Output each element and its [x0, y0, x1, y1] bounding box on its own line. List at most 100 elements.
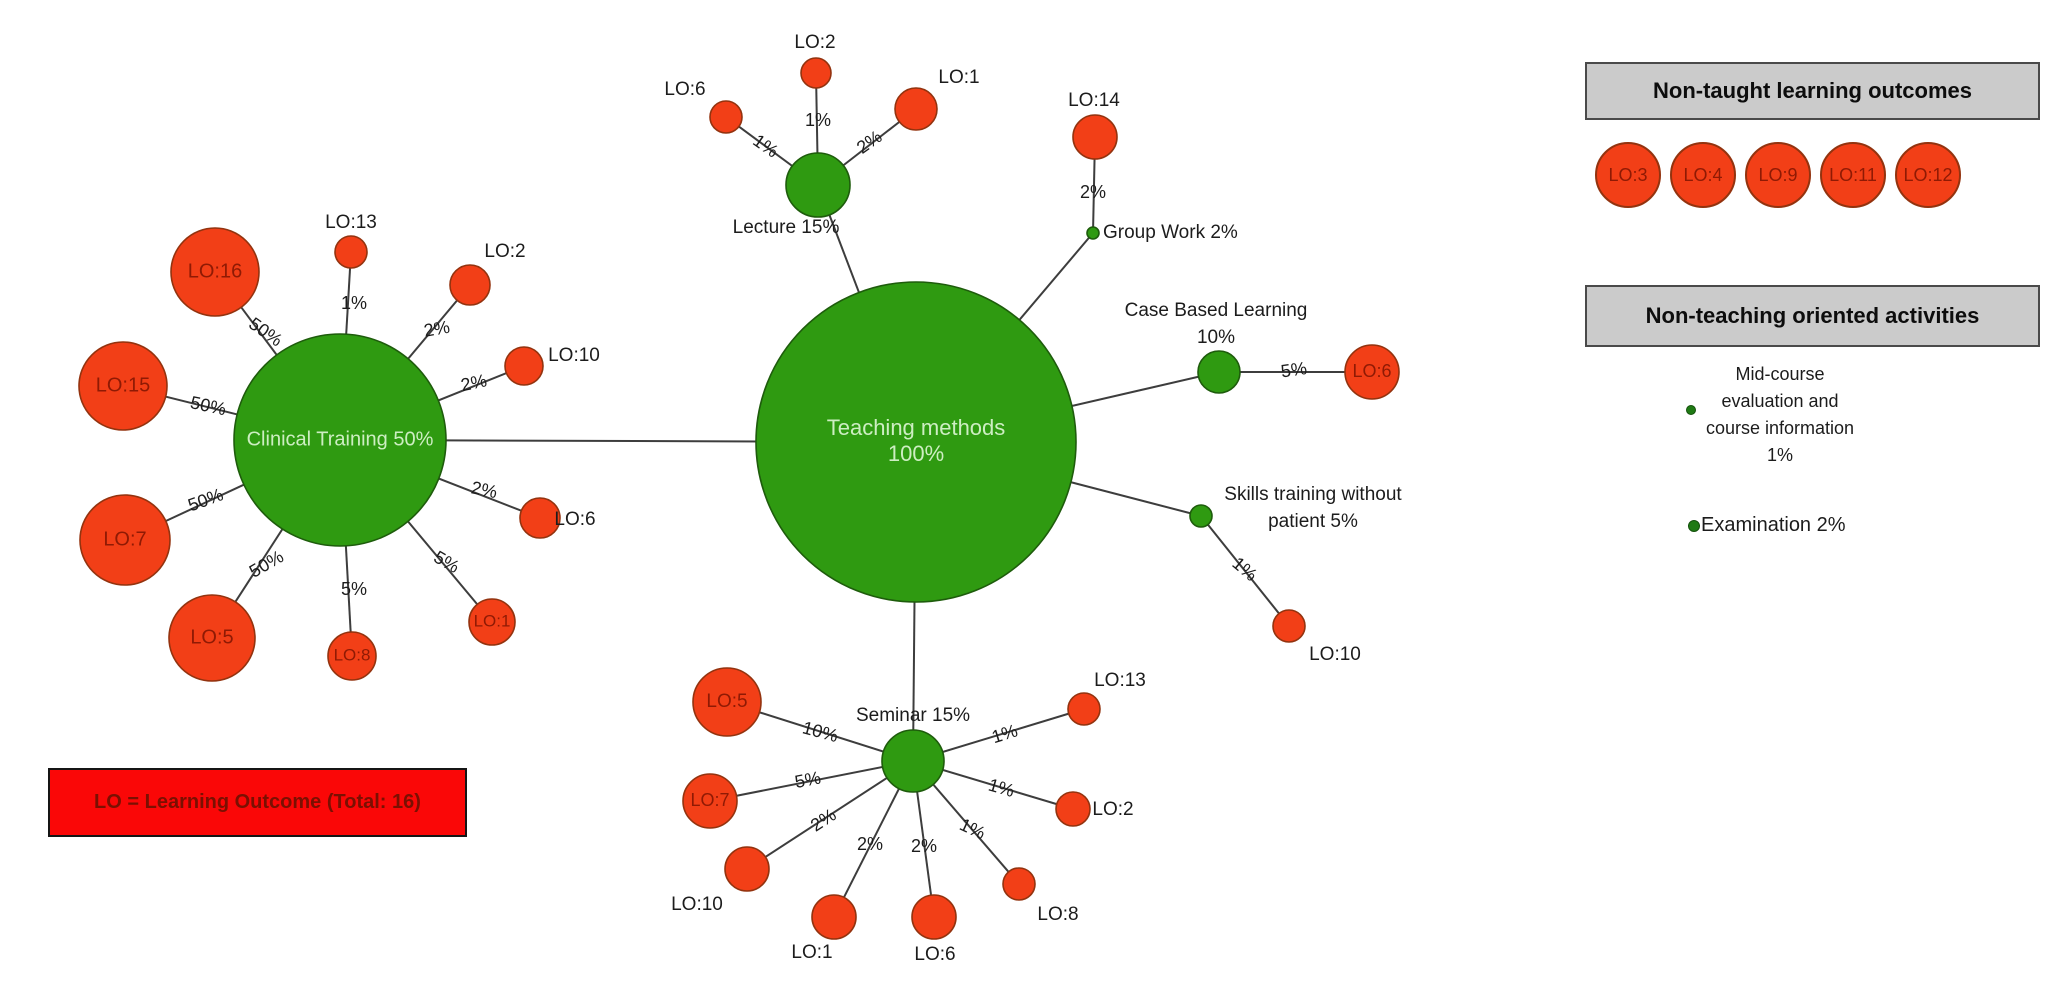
edge-label-clinical-c1: 5%	[430, 547, 463, 577]
non-taught-outcome: LO:3	[1595, 142, 1661, 208]
edge-label-seminar-se13: 1%	[989, 720, 1020, 747]
node-label-c16: LO:16	[188, 260, 242, 282]
node-label-c13: LO:13	[325, 212, 377, 233]
edge-label-seminar-se5: 10%	[800, 717, 840, 746]
edge-label-cbl-cb6: 5%	[1280, 358, 1309, 381]
node-lecture	[785, 152, 851, 218]
node-label-se1: LO:1	[791, 942, 832, 963]
node-label-teaching: Teaching methods 100%	[827, 415, 1006, 466]
node-label-s10: LO:10	[1309, 644, 1361, 665]
node-c16	[170, 227, 260, 317]
node-label-cbl-line1: Case Based Learning	[1125, 300, 1308, 321]
node-c2	[449, 264, 491, 306]
node-clinical	[233, 333, 447, 547]
node-se5	[692, 667, 762, 737]
node-c15	[78, 341, 168, 431]
edge-label-seminar-se6: 2%	[911, 836, 937, 856]
node-label-groupwork: Group Work 2%	[1103, 222, 1238, 243]
node-label-se6: LO:6	[914, 944, 955, 965]
node-label-skills-line2: patient 5%	[1268, 511, 1358, 532]
edge-label-groupwork-g14: 2%	[1080, 182, 1106, 202]
node-label-se5: LO:5	[706, 691, 747, 712]
node-teaching	[755, 281, 1077, 603]
non-taught-header: Non-taught learning outcomes	[1585, 62, 2040, 120]
node-l6	[709, 100, 743, 134]
node-se10	[724, 846, 770, 892]
node-label-c2: LO:2	[484, 241, 525, 262]
node-skills	[1189, 504, 1213, 528]
node-groupwork	[1086, 226, 1100, 240]
node-label-c10: LO:10	[548, 345, 600, 366]
node-se13	[1067, 692, 1101, 726]
node-l1	[894, 87, 938, 131]
edge-seminar-se7	[709, 760, 914, 802]
node-cb6	[1344, 344, 1400, 400]
edge-label-clinical-c13: 1%	[341, 293, 367, 313]
midcourse-label-line: 1%	[1766, 445, 1793, 465]
node-label-c1: LO:1	[474, 611, 511, 630]
node-label-l1: LO:1	[938, 67, 979, 88]
edge-label-seminar-se7: 5%	[793, 767, 822, 792]
node-c5	[168, 594, 256, 682]
node-l2	[800, 57, 832, 89]
edge-label-seminar-se8: 1%	[957, 814, 989, 843]
midcourse-label-line: evaluation and	[1721, 391, 1839, 411]
node-label-cbl-line2: 10%	[1197, 327, 1235, 348]
node-label-se8: LO:8	[1037, 904, 1078, 925]
midcourse-activity-dot	[1686, 405, 1696, 415]
node-label-cb6: LO:6	[1352, 361, 1391, 381]
node-label-seminar: Seminar 15%	[856, 705, 970, 726]
edge-seminar-se10	[746, 760, 914, 870]
examination-activity-label: Examination 2%	[1701, 514, 1846, 536]
midcourse-label-line: course information	[1705, 418, 1855, 438]
non-taught-outcomes-row: LO:3 LO:4 LO:9 LO:11 LO:12	[1595, 142, 1961, 208]
node-label-g14: LO:14	[1068, 90, 1120, 111]
edge-label-clinical-c2: 2%	[422, 317, 451, 341]
examination-activity-dot	[1688, 520, 1700, 532]
node-label-se13: LO:13	[1094, 670, 1146, 691]
edge-label-clinical-c6r: 2%	[469, 477, 499, 502]
node-label-skills-line1: Skills training without	[1224, 484, 1402, 505]
node-label-l6: LO:6	[664, 79, 705, 100]
non-taught-title: Non-taught learning outcomes	[1653, 78, 1972, 103]
node-label-c8: LO:8	[334, 645, 371, 664]
edge-label-clinical-c16: 50%	[245, 313, 286, 350]
node-c8	[327, 631, 377, 681]
node-se2	[1055, 791, 1091, 827]
edge-label-lecture-l2: 1%	[805, 110, 831, 130]
node-label-se10: LO:10	[671, 894, 723, 915]
non-taught-outcome: LO:11	[1820, 142, 1886, 208]
edge-label-clinical-c5: 50%	[246, 546, 287, 581]
node-label-l2: LO:2	[794, 32, 835, 53]
edge-label-seminar-se10: 2%	[807, 804, 840, 835]
node-c1	[468, 598, 516, 646]
node-c6r	[519, 497, 561, 539]
node-label-c6r: LO:6	[554, 509, 595, 530]
node-c10	[504, 346, 544, 386]
node-label-c7: LO:7	[103, 528, 146, 550]
node-se1	[811, 894, 857, 940]
node-label-se7: LO:7	[690, 790, 729, 810]
node-label-c5: LO:5	[190, 626, 233, 648]
node-label-c15: LO:15	[96, 374, 150, 396]
non-taught-outcome: LO:9	[1745, 142, 1811, 208]
edge-label-lecture-l6: 1%	[749, 130, 782, 161]
legend-box: LO = Learning Outcome (Total: 16)	[48, 768, 467, 837]
non-teaching-header: Non-teaching oriented activities	[1585, 285, 2040, 347]
edge-skills-s10	[1200, 515, 1290, 627]
node-se7	[682, 773, 738, 829]
non-taught-outcome: LO:4	[1670, 142, 1736, 208]
node-label-se2: LO:2	[1092, 799, 1133, 820]
node-se8	[1002, 867, 1036, 901]
midcourse-label-line: Mid-course	[1735, 364, 1825, 384]
node-c13	[334, 235, 368, 269]
edge-label-clinical-c7: 50%	[185, 484, 226, 515]
non-teaching-title: Non-teaching oriented activities	[1645, 303, 1980, 328]
node-se6	[911, 894, 957, 940]
node-label-clinical: Clinical Training 50%	[247, 428, 434, 450]
node-cbl	[1197, 350, 1241, 394]
node-label-lecture: Lecture 15%	[733, 217, 840, 238]
edge-label-clinical-c15: 50%	[189, 392, 228, 419]
